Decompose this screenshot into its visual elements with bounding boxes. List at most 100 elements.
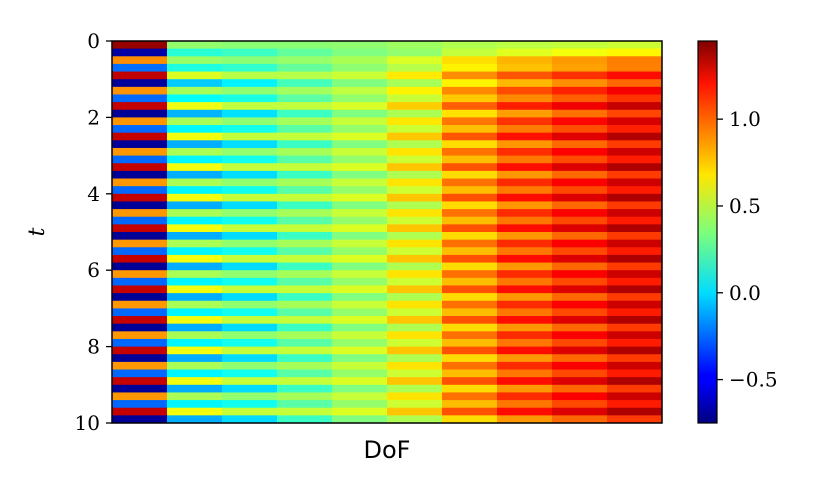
- heatmap-cell: [277, 285, 333, 294]
- heatmap-cell: [277, 331, 333, 340]
- heatmap-cell: [552, 132, 608, 141]
- heatmap-cell: [332, 323, 388, 332]
- heatmap-cell: [442, 270, 498, 279]
- heatmap-cell: [332, 193, 388, 203]
- heatmap-cell: [497, 79, 553, 88]
- heatmap-cell: [167, 331, 223, 340]
- heatmap-cell: [112, 407, 168, 416]
- heatmap-cell: [277, 308, 333, 317]
- heatmap-cell: [112, 415, 168, 423]
- heatmap-cell: [222, 277, 278, 287]
- heatmap-cell: [112, 254, 168, 264]
- heatmap-cell: [497, 300, 553, 309]
- heatmap-cell: [442, 254, 498, 264]
- heatmap-cell: [277, 86, 333, 96]
- heatmap-cell: [607, 132, 662, 141]
- heatmap-cell: [112, 361, 168, 371]
- heatmap-cell: [167, 125, 223, 134]
- y-axis-label: t: [25, 227, 50, 236]
- heatmap-cell: [332, 209, 388, 218]
- colorbar: [697, 40, 718, 424]
- heatmap-cell: [112, 170, 168, 180]
- heatmap-cell: [167, 147, 223, 157]
- heatmap-cell: [442, 415, 498, 423]
- heatmap-cell: [387, 407, 443, 416]
- heatmap-cell: [387, 285, 443, 294]
- heatmap-cell: [222, 415, 278, 423]
- heatmap-cell: [167, 262, 223, 271]
- heatmap-cell: [497, 216, 553, 225]
- y-tick-label: 4: [87, 182, 100, 206]
- heatmap-cell: [222, 117, 278, 126]
- heatmap-cell: [497, 361, 553, 371]
- heatmap-cell: [332, 285, 388, 294]
- heatmap-cell: [497, 392, 553, 401]
- heatmap-cell: [387, 293, 443, 302]
- heatmap-cell: [387, 140, 443, 149]
- heatmap-cell: [442, 41, 498, 50]
- heatmap-cell: [497, 86, 553, 96]
- heatmap-cell: [387, 125, 443, 134]
- heatmap-cell: [277, 400, 333, 409]
- heatmap-cell: [607, 63, 662, 73]
- heatmap-cell: [387, 201, 443, 210]
- heatmap-cell: [167, 346, 223, 355]
- heatmap-cell: [552, 94, 608, 103]
- heatmap-cell: [442, 94, 498, 103]
- colorbar-tick-label: −0.5: [729, 368, 778, 392]
- heatmap-cell: [222, 400, 278, 409]
- heatmap-cell: [112, 285, 168, 294]
- heatmap-cell: [277, 186, 333, 195]
- heatmap-cell: [607, 232, 662, 241]
- heatmap-cell: [442, 86, 498, 96]
- heatmap-cell: [387, 132, 443, 141]
- heatmap-cell: [552, 361, 608, 371]
- heatmap-cell: [332, 109, 388, 118]
- heatmap-cell: [167, 216, 223, 225]
- heatmap-cell: [277, 132, 333, 141]
- heatmap-cell: [552, 316, 608, 325]
- heatmap-cell: [552, 323, 608, 332]
- heatmap-cell: [222, 239, 278, 248]
- heatmap-cell: [222, 254, 278, 264]
- heatmap-cell: [112, 63, 168, 73]
- heatmap-cell: [222, 109, 278, 118]
- heatmap-cell: [387, 308, 443, 317]
- heatmap-cell: [222, 193, 278, 203]
- heatmap-cell: [222, 170, 278, 180]
- heatmap-cell: [277, 293, 333, 302]
- heatmap-cell: [442, 209, 498, 218]
- heatmap-cell: [497, 155, 553, 164]
- heatmap-cell: [222, 48, 278, 57]
- heatmap-cell: [332, 277, 388, 287]
- heatmap-cell: [442, 338, 498, 348]
- heatmap-cell: [552, 338, 608, 348]
- heatmap-cell: [332, 232, 388, 241]
- heatmap-cell: [497, 277, 553, 287]
- heatmap-cell: [112, 392, 168, 401]
- heatmap-cell: [222, 186, 278, 195]
- heatmap-cell: [497, 377, 553, 386]
- heatmap-cell: [332, 407, 388, 416]
- heatmap-cell: [112, 262, 168, 271]
- heatmap-cell: [607, 224, 662, 233]
- heatmap-cell: [552, 369, 608, 378]
- heatmap-cell: [112, 155, 168, 164]
- heatmap-cell: [497, 48, 553, 57]
- heatmap-cell: [112, 377, 168, 386]
- heatmap-cell: [387, 316, 443, 325]
- heatmap-cell: [442, 392, 498, 401]
- heatmap-cell: [332, 201, 388, 210]
- heatmap-cell: [387, 247, 443, 256]
- heatmap-cell: [167, 163, 223, 172]
- colorbar-tick-label: 1.0: [729, 107, 761, 131]
- heatmap-cell: [552, 415, 608, 423]
- heatmap-cell: [332, 125, 388, 134]
- heatmap-cell: [222, 338, 278, 348]
- heatmap-cell: [277, 170, 333, 180]
- heatmap-cell: [607, 239, 662, 248]
- heatmap-cell: [442, 247, 498, 256]
- heatmap-cell: [497, 346, 553, 355]
- heatmap-cell: [607, 102, 662, 111]
- heatmap-cell: [387, 79, 443, 88]
